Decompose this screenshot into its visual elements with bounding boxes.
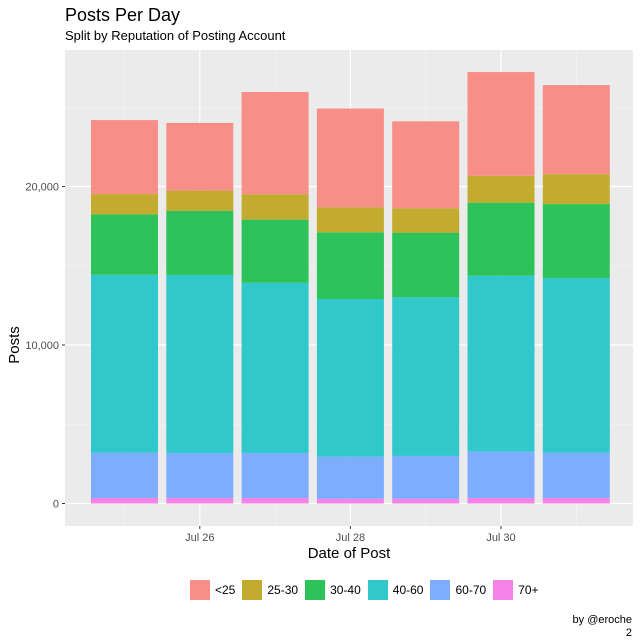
x-axis-title: Date of Post (308, 545, 391, 562)
bar-segment (316, 108, 384, 208)
y-axis-title: Posts (6, 326, 23, 364)
bar-segment (166, 122, 234, 191)
bar-segment (91, 120, 158, 195)
bars (91, 72, 610, 504)
bar-segment (542, 278, 610, 453)
x-tick-label: Jul 30 (486, 532, 515, 544)
bar-segment (91, 497, 158, 504)
y-tick-label: 0 (53, 499, 59, 511)
chart-subtitle: Split by Reputation of Posting Account (65, 28, 286, 43)
bar-segment (241, 92, 309, 195)
bar-segment (316, 299, 384, 457)
bar-segment (467, 497, 535, 504)
bar-segment (542, 452, 610, 498)
bar-segment (316, 232, 384, 300)
bar-segment (91, 452, 158, 498)
legend-item: 70+ (493, 580, 539, 600)
legend-label: 70+ (518, 583, 539, 597)
bar-segment (166, 210, 234, 275)
bar-segment (392, 498, 460, 504)
bar-segment (241, 452, 309, 498)
y-tick-label: 20,000 (25, 182, 59, 194)
bar-segment (392, 232, 460, 298)
legend-item: 25-30 (242, 580, 298, 600)
caption: by @eroche 2 (573, 614, 632, 640)
bar-segment (542, 204, 610, 279)
legend-label: 60-70 (455, 583, 487, 597)
bar-segment (316, 498, 384, 504)
bar-segment (241, 219, 309, 283)
legend-item: 60-70 (430, 580, 486, 600)
legend: <25 25-30 30-40 40-60 60-70 70+ (190, 580, 546, 600)
y-axis: 0 10,000 20,000 (25, 182, 65, 511)
bar-segment (392, 121, 460, 209)
legend-swatch (305, 580, 326, 600)
bar-segment (467, 72, 535, 176)
bar-segment (467, 451, 535, 498)
bar-segment (91, 194, 158, 215)
legend-swatch (493, 580, 514, 600)
legend-swatch (242, 580, 263, 600)
legend-label: 40-60 (392, 583, 424, 597)
bar-segment (241, 497, 309, 504)
bar-segment (542, 85, 610, 175)
bar-segment (542, 497, 610, 504)
bar-segment (392, 297, 460, 456)
legend-label: 25-30 (267, 583, 299, 597)
legend-label: <25 (215, 583, 236, 597)
bar-segment (467, 202, 535, 276)
bar-segment (166, 452, 234, 498)
chart-title: Posts Per Day (65, 5, 181, 25)
bar-segment (166, 497, 234, 504)
bar-segment (392, 208, 460, 233)
chart-area: 0 10,000 20,000 Jul 26 Jul 28 Jul 30 Posts D… (6, 50, 633, 562)
x-axis: Jul 26 Jul 28 Jul 30 (185, 526, 516, 544)
legend-swatch (430, 580, 451, 600)
bar-segment (241, 194, 309, 220)
legend-swatch (190, 580, 210, 600)
bar-segment (316, 207, 384, 233)
x-tick-label: Jul 26 (185, 532, 214, 544)
bar-segment (241, 282, 309, 453)
legend-swatch (367, 580, 388, 600)
bar-segment (91, 274, 158, 453)
bar-segment (467, 275, 535, 452)
legend-label: 30-40 (330, 583, 361, 597)
y-tick-label: 10,000 (25, 340, 59, 352)
legend-item: 30-40 (305, 580, 361, 600)
caption-author: by @eroche (572, 614, 632, 626)
bar-segment (467, 175, 535, 203)
bar-segment (392, 455, 460, 499)
bar-segment (91, 214, 158, 275)
bar-segment (316, 456, 384, 499)
bar-segment (166, 190, 234, 211)
caption-page: 2 (625, 627, 632, 639)
x-tick-label: Jul 28 (336, 532, 365, 544)
legend-item: 40-60 (367, 580, 424, 600)
bar-segment (542, 174, 610, 205)
bar-segment (166, 274, 234, 453)
legend-item: <25 (190, 580, 235, 600)
